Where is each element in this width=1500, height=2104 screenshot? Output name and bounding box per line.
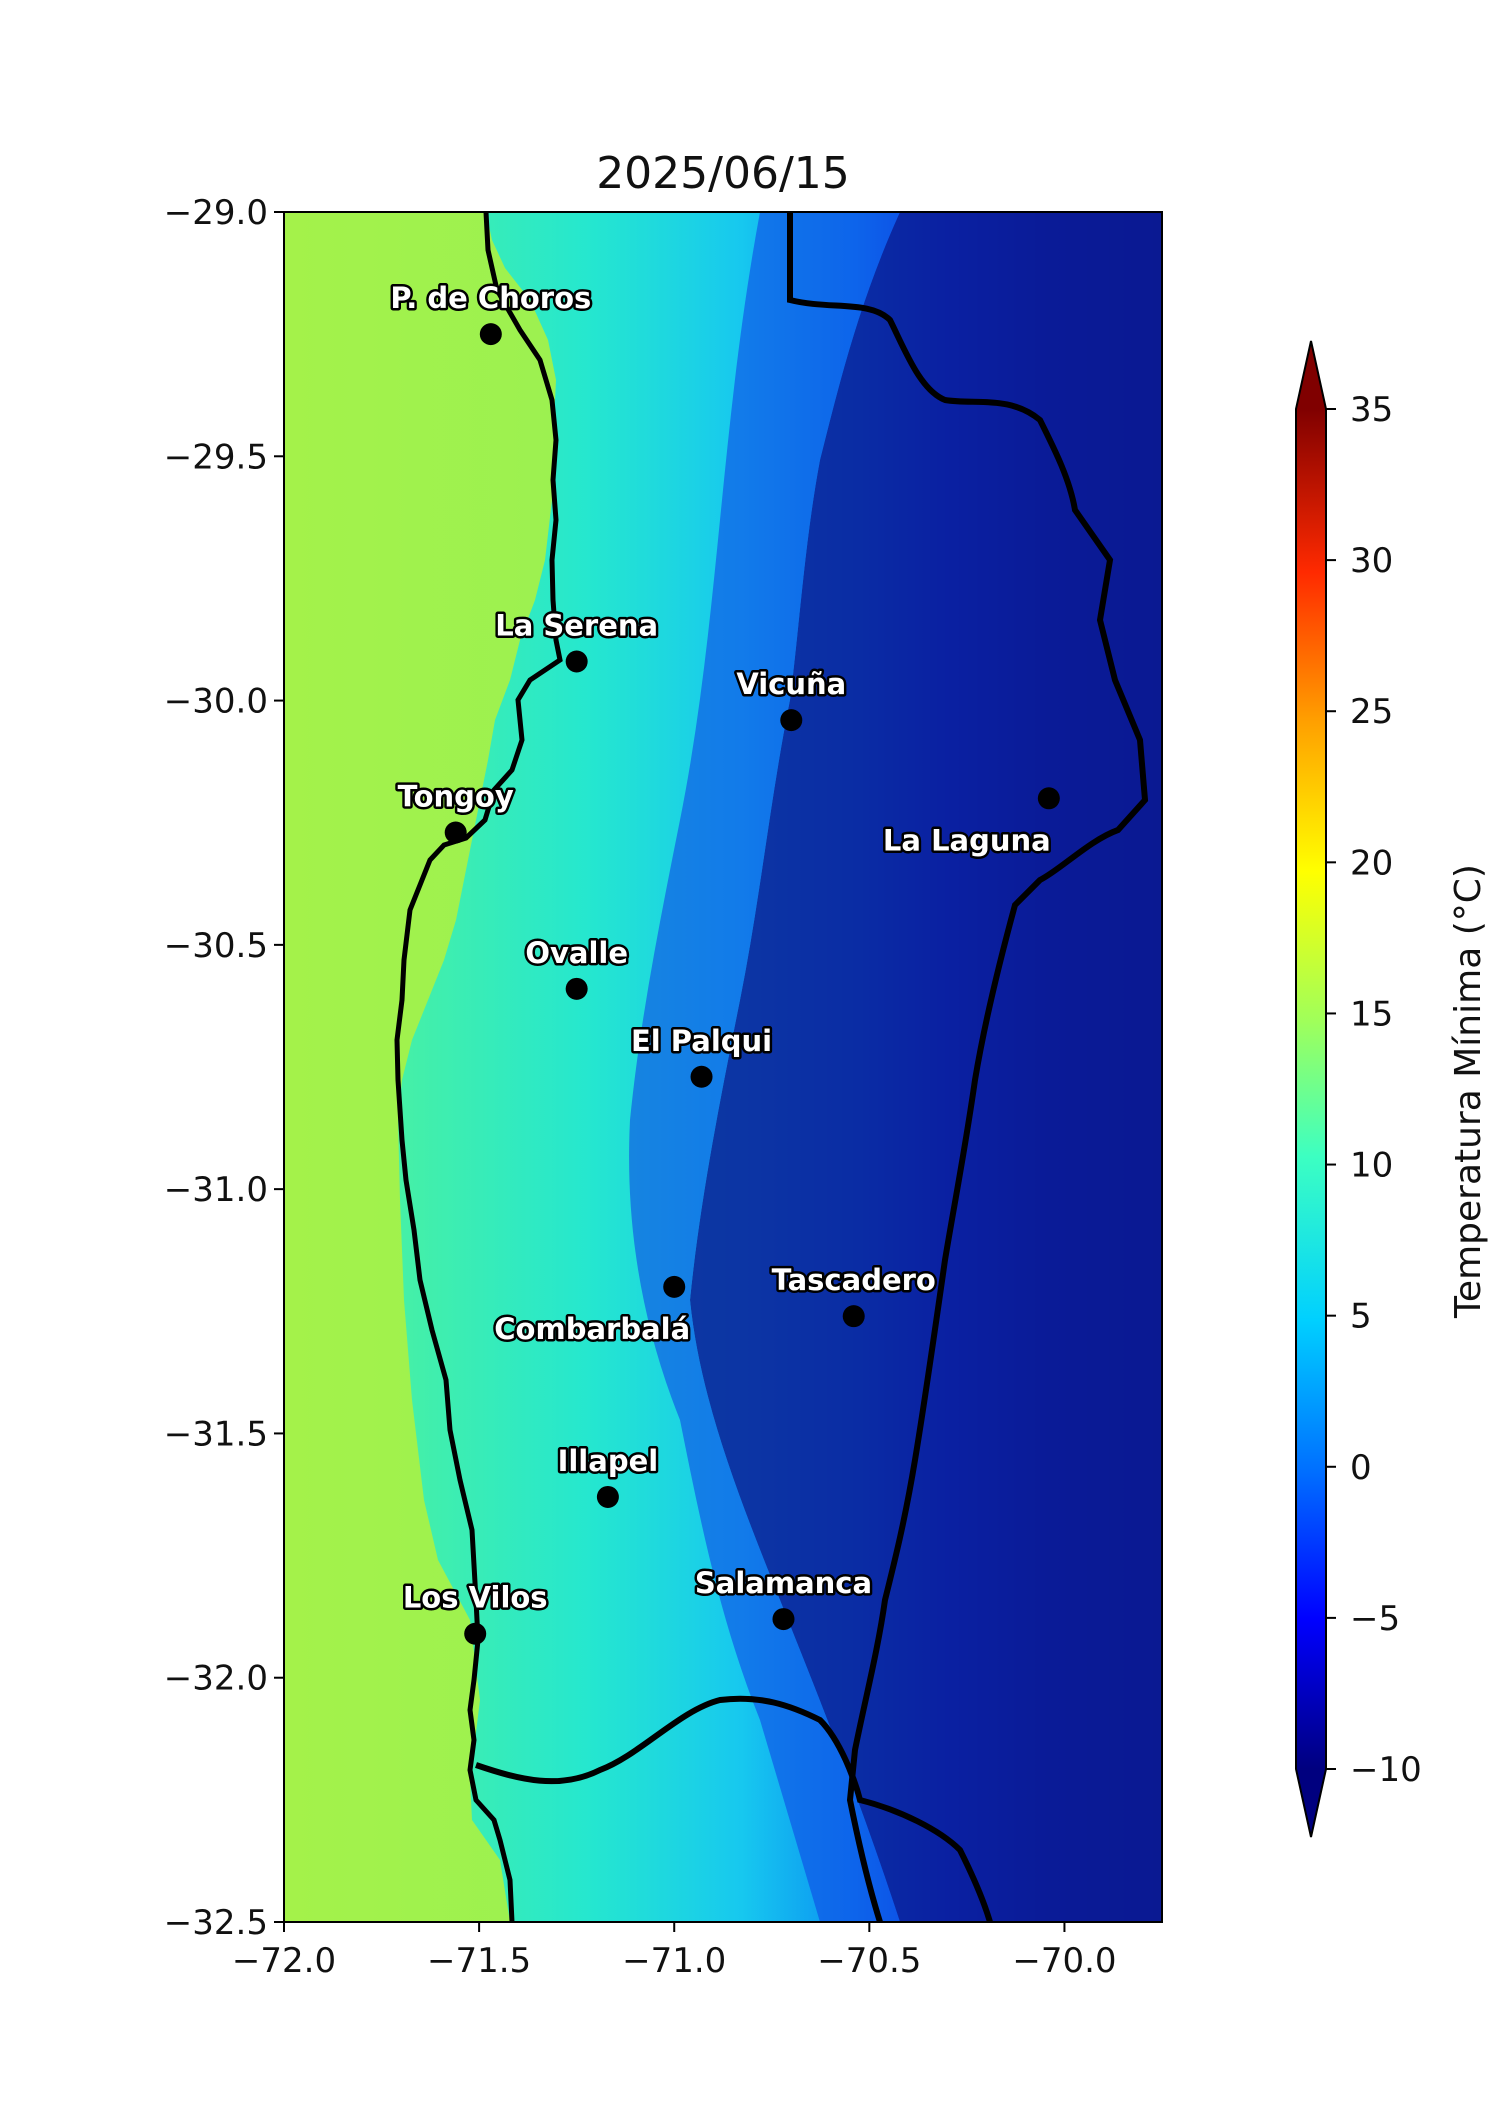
colorbar-tick-label: 0 — [1350, 1448, 1372, 1488]
city-marker — [565, 977, 588, 1000]
colorbar-label: Temperatura Mínima (°C) — [1448, 864, 1489, 1319]
city-label: Salamanca — [695, 1566, 872, 1600]
andes-cold-region — [690, 212, 1162, 1922]
city-marker — [1037, 787, 1060, 810]
y-axis: −29.0 −29.5 −30.0 −30.5 −31.0 −31.5 −32.0 −32.5 — [164, 193, 284, 1943]
colorbar-tick-label: 20 — [1350, 843, 1393, 883]
city-label: La Serena — [495, 608, 658, 642]
colorbar-tick-label: 5 — [1350, 1297, 1372, 1337]
y-tick-label: −29.0 — [164, 193, 268, 233]
valley-cold-streak — [629, 212, 900, 1922]
map-title: 2025/06/15 — [596, 148, 850, 199]
x-tick-label: −71.0 — [622, 1941, 726, 1981]
city-label: Tongoy — [398, 779, 514, 813]
city-marker — [842, 1305, 865, 1328]
city-label: Los Vilos — [403, 1581, 548, 1615]
y-tick-label: −29.5 — [164, 437, 268, 477]
city-marker — [780, 709, 803, 732]
city-label: El Palqui — [631, 1024, 772, 1058]
city-marker — [464, 1622, 487, 1645]
coastline — [394, 212, 563, 1922]
city-markers: P. de Choros La Serena Vicuña La Laguna Tong… — [388, 279, 1060, 1645]
city-marker — [596, 1485, 619, 1508]
y-tick-label: −32.5 — [164, 1903, 268, 1943]
region-boundary — [787, 212, 1149, 1922]
temperature-map — [284, 212, 1162, 1922]
y-tick-label: −31.0 — [164, 1170, 268, 1210]
colorbar-tick-label: 30 — [1350, 541, 1393, 581]
y-tick-label: −32.0 — [164, 1659, 268, 1699]
colorbar-tick-label: −5 — [1350, 1599, 1400, 1639]
colorbar-tick-label: 25 — [1350, 692, 1393, 732]
city-marker — [444, 821, 467, 844]
city-marker — [479, 323, 502, 346]
colorbar-tick-label: 10 — [1350, 1146, 1393, 1186]
map-frame — [283, 211, 1163, 1923]
city-label: P. de Choros — [390, 281, 591, 315]
colorbar-extend-min — [1296, 1769, 1326, 1837]
city-marker — [565, 650, 588, 673]
city-marker — [663, 1275, 686, 1298]
city-marker — [690, 1065, 713, 1088]
colorbar-ticks: 35 30 25 20 15 10 5 0 −5 −10 — [1326, 390, 1422, 1790]
city-label: Combarbalá — [494, 1312, 690, 1346]
colorbar-extend-max — [1296, 341, 1326, 409]
x-axis: −72.0 −71.5 −71.0 −70.5 −70.0 — [232, 1922, 1117, 1981]
x-tick-label: −71.5 — [427, 1941, 531, 1981]
city-label: Tascadero — [772, 1263, 936, 1297]
city-label: Vicuña — [736, 667, 846, 701]
colorbar-tick-label: 35 — [1350, 390, 1393, 430]
y-tick-label: −30.5 — [164, 926, 268, 966]
city-label: Ovalle — [525, 936, 628, 970]
region-boundary-south — [475, 1695, 993, 1922]
x-tick-label: −72.0 — [232, 1941, 336, 1981]
y-tick-label: −31.5 — [164, 1414, 268, 1454]
colorbar: 35 30 25 20 15 10 5 0 −5 −10 Temperatura Mínima (… — [1295, 340, 1489, 1838]
colorbar-tick-label: 15 — [1350, 994, 1393, 1034]
city-label: La Laguna — [883, 823, 1051, 857]
city-label: Illapel — [558, 1444, 659, 1478]
colorbar-gradient — [1296, 409, 1326, 1769]
y-tick-label: −30.0 — [164, 682, 268, 722]
city-marker — [772, 1608, 795, 1631]
x-tick-label: −70.5 — [817, 1941, 921, 1981]
x-tick-label: −70.0 — [1012, 1941, 1116, 1981]
colorbar-tick-label: −10 — [1350, 1750, 1422, 1790]
